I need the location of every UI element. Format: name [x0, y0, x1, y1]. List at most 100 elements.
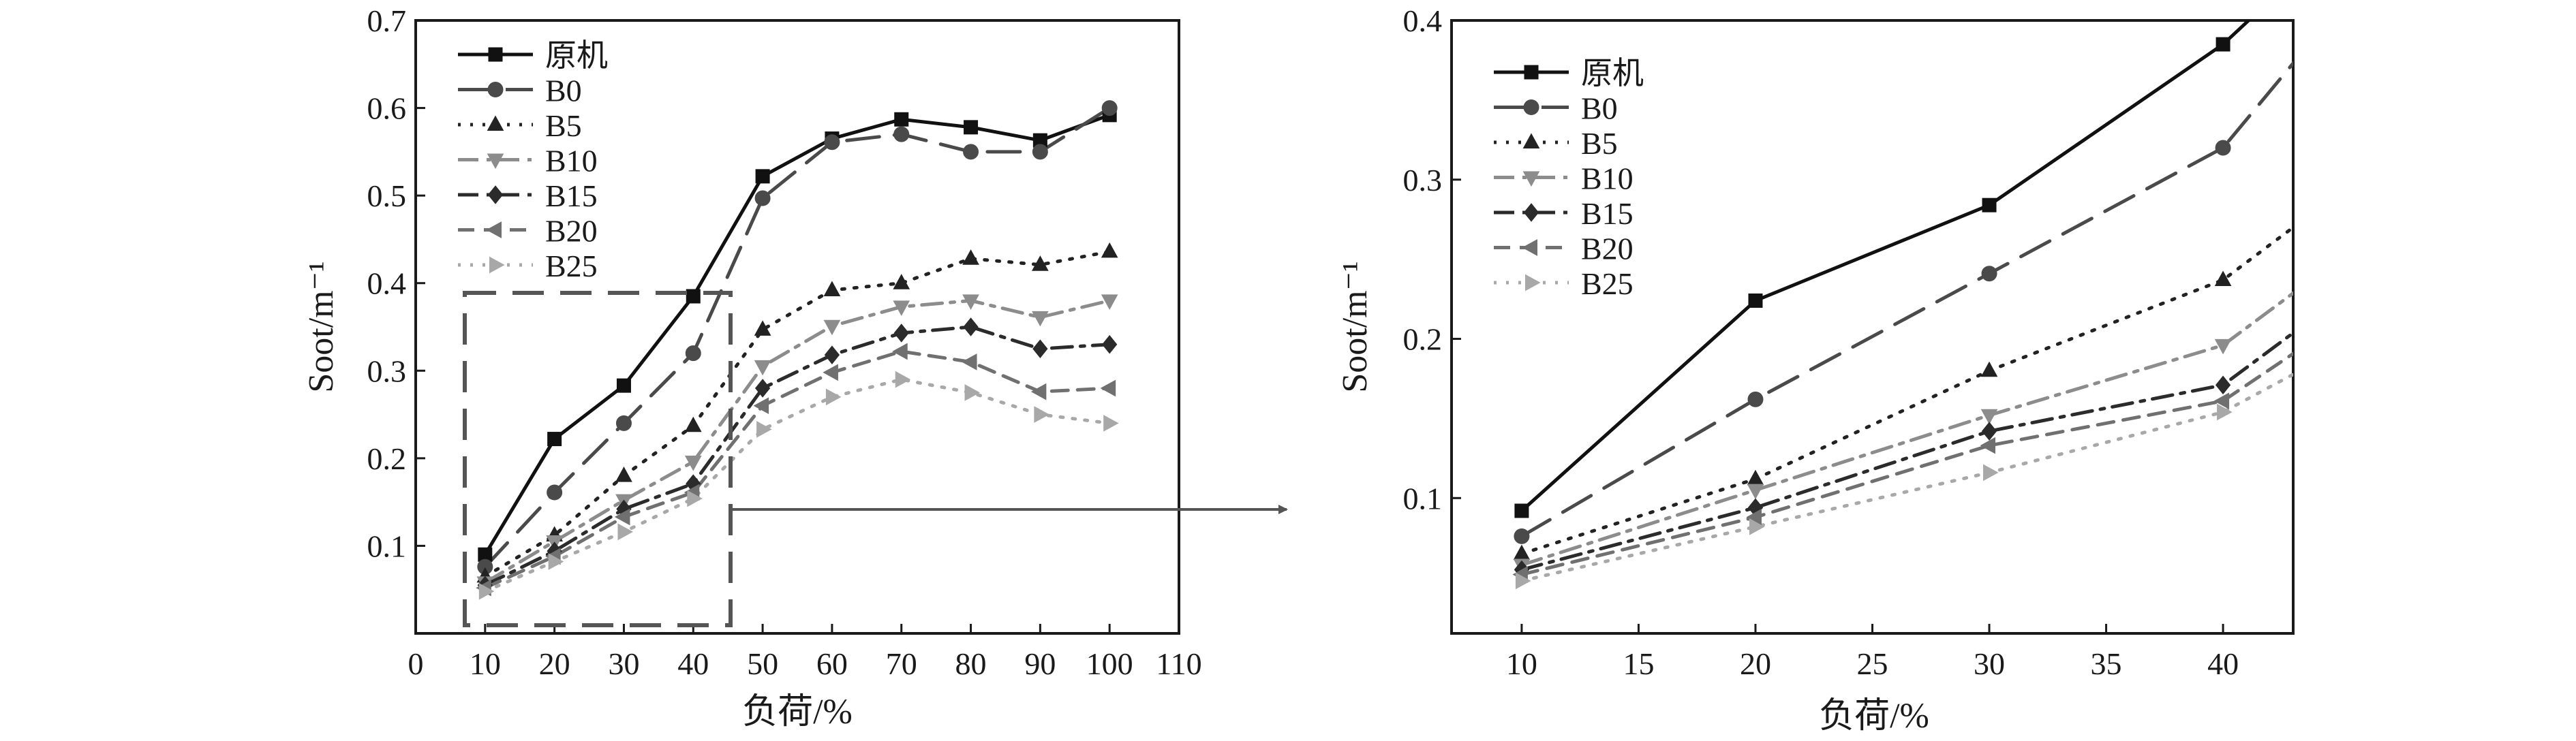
legend-label: B5	[545, 108, 582, 143]
series-line-6	[483, 349, 1111, 590]
data-point	[1747, 484, 1764, 500]
chart-right: 10 15 20 25 30 35 400.10.20.30.4 原机B0B5B10B15B…	[1336, 3, 2295, 736]
data-point	[1747, 469, 1764, 486]
legend-marker	[487, 115, 504, 131]
data-point	[687, 490, 703, 507]
legend-marker	[1525, 274, 1541, 291]
data-point	[755, 169, 770, 184]
data-point	[963, 317, 979, 336]
data-point	[756, 421, 772, 438]
data-point	[1101, 100, 1118, 116]
data-point	[617, 523, 633, 541]
plot-frame-left	[414, 19, 1180, 635]
legend-label: B25	[1581, 266, 1634, 301]
legend-label: B10	[1581, 161, 1634, 196]
legend-label: B10	[545, 144, 598, 178]
data-point	[1032, 255, 1049, 271]
y-tick-label: 0.5	[367, 178, 407, 213]
x-tick-label: 10	[470, 646, 501, 681]
y-tick-label: 0.3	[367, 353, 407, 388]
data-point	[684, 456, 702, 471]
data-point	[754, 379, 771, 398]
y-tick-label: 0.1	[367, 529, 407, 563]
data-point	[893, 274, 910, 289]
data-point	[1513, 544, 1531, 561]
legend-marker	[487, 185, 504, 204]
data-point	[2215, 375, 2231, 395]
data-point	[1749, 518, 1765, 535]
legend-marker	[489, 256, 505, 274]
legend-marker	[486, 221, 502, 238]
x-tick-label: 40	[677, 646, 709, 681]
x-axis-label-right: 负荷/%	[1819, 697, 1929, 736]
legend-marker	[1523, 203, 1539, 222]
legend-marker	[1522, 133, 1540, 148]
x-tick-label: 30	[608, 646, 639, 681]
data-point	[1748, 293, 1763, 308]
data-point	[2215, 140, 2231, 156]
data-point	[2214, 338, 2232, 355]
data-point	[478, 582, 495, 600]
zoom-annotation	[463, 291, 1288, 627]
legend-label: B15	[1581, 196, 1634, 231]
legend-marker	[487, 153, 504, 170]
data-point	[824, 134, 840, 151]
y-tick-label: 0.7	[367, 3, 407, 38]
x-tick-label: 80	[955, 646, 987, 681]
data-point	[823, 364, 838, 381]
x-tick-label: 15	[1623, 646, 1654, 681]
data-point	[1034, 406, 1049, 423]
data-point	[1980, 361, 1998, 377]
data-point	[615, 415, 632, 431]
legend-label: B20	[545, 214, 598, 249]
data-point	[895, 370, 911, 388]
legend-marker	[1523, 99, 1539, 115]
data-point	[964, 120, 979, 135]
y-tick-label: 0.4	[367, 266, 407, 301]
y-axis-label-left: Soot/m⁻¹	[302, 261, 341, 392]
x-axis-label-left: 负荷/%	[742, 693, 853, 731]
y-tick-label: 0.1	[1403, 481, 1443, 516]
data-point	[825, 388, 842, 406]
data-point	[754, 190, 771, 206]
data-point	[2215, 37, 2230, 52]
y-tick-label: 0.3	[1403, 163, 1443, 198]
x-tick-label: 10	[1506, 646, 1537, 681]
legend-label: 原机	[545, 38, 608, 73]
data-point	[685, 345, 701, 362]
data-point	[1514, 528, 1530, 544]
data-point	[824, 345, 840, 364]
legend-label: B0	[545, 74, 582, 108]
data-point	[962, 353, 977, 370]
data-point	[754, 320, 771, 336]
x-tick-label: 110	[1156, 646, 1201, 681]
data-point	[893, 126, 910, 142]
legend-label: B5	[1581, 126, 1618, 161]
data-point	[547, 484, 563, 501]
series-line-5	[1520, 330, 2293, 571]
data-point	[1515, 572, 1531, 590]
data-point	[1983, 464, 1999, 482]
legend-label: B20	[1581, 232, 1634, 266]
zoom-box	[463, 291, 733, 627]
legend-label: 原机	[1581, 56, 1644, 91]
data-point	[1980, 409, 1998, 425]
data-point	[1514, 503, 1529, 518]
series-line-5	[483, 325, 1111, 587]
x-tick-label: 60	[816, 646, 848, 681]
x-tick-label: 35	[2091, 646, 2122, 681]
legend-marker	[1524, 65, 1539, 80]
series-line-3	[1520, 225, 2293, 556]
series-line-4	[483, 298, 1111, 584]
y-axis-label-right: Soot/m⁻¹	[1336, 261, 1375, 392]
legend-marker	[1522, 171, 1540, 187]
data-point	[754, 360, 771, 376]
data-point	[1032, 339, 1048, 358]
data-point	[1981, 266, 1997, 282]
x-tick-label: 20	[1740, 646, 1771, 681]
legend-marker	[1522, 239, 1537, 256]
x-tick-label: 0	[408, 646, 424, 681]
x-tick-label: 100	[1086, 646, 1133, 681]
data-point	[1030, 383, 1047, 400]
